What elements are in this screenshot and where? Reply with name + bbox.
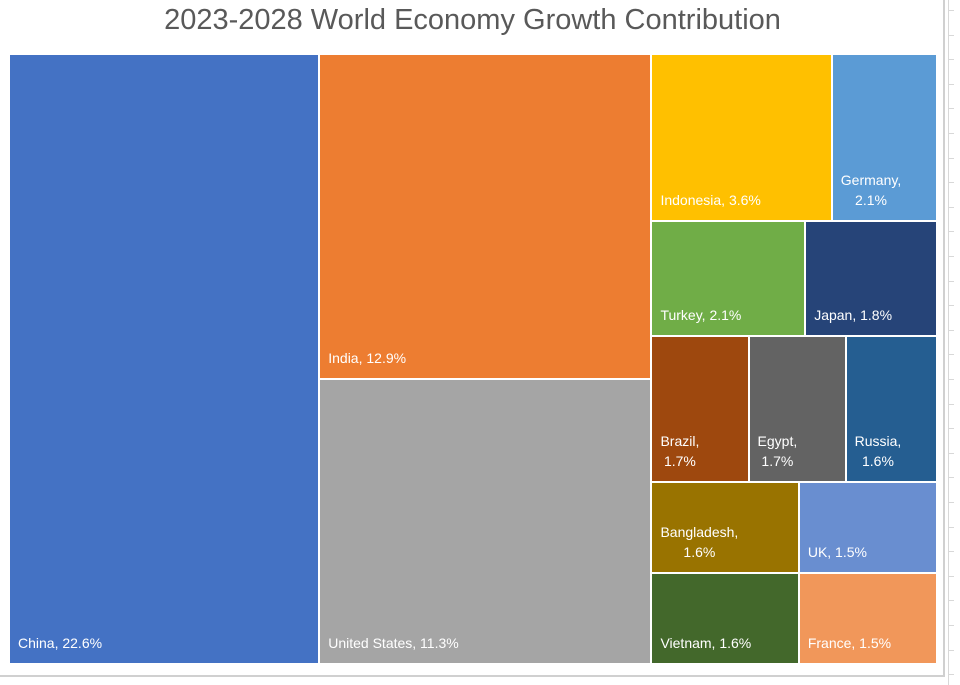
gutter-tick — [949, 551, 954, 552]
chart-title: 2023-2028 World Economy Growth Contribut… — [164, 4, 781, 36]
tile-label-line1: UK, 1.5% — [807, 544, 867, 561]
tile-label-line1: China, 22.6% — [18, 635, 103, 651]
gutter-tick — [949, 650, 954, 651]
tile-label-line1: Brazil, — [660, 433, 700, 450]
gutter-tick — [949, 256, 954, 257]
tile-label-line2: 1.7% — [663, 453, 696, 470]
tile-label-line2: 1.6% — [862, 453, 894, 470]
tile-japan[interactable]: Japan, 1.8% — [805, 221, 937, 336]
tile-turkey[interactable]: Turkey, 2.1% — [651, 221, 806, 336]
tile-label-line1: Vietnam, 1.6% — [660, 634, 752, 651]
tile-label-uk: UK, 1.5% — [808, 542, 867, 562]
gutter-tick — [949, 600, 954, 601]
tile-label-turkey: Turkey, 2.1% — [660, 305, 741, 325]
tile-uk[interactable]: UK, 1.5% — [798, 482, 937, 574]
gutter-tick — [949, 133, 954, 134]
gutter-tick — [949, 625, 954, 626]
gutter-tick — [949, 182, 954, 183]
gutter-tick — [949, 379, 954, 380]
gutter-tick — [949, 428, 954, 429]
gutter-line — [948, 0, 949, 685]
tile-label-line2: 1.7% — [761, 453, 794, 470]
tile-label-indonesia: Indonesia, 3.6% — [660, 190, 760, 210]
tile-label-bangladesh: Bangladesh, 1.6% — [660, 522, 738, 562]
tile-indonesia[interactable]: Indonesia, 3.6% — [651, 54, 832, 222]
tile-label-vietnam: Vietnam, 1.6% — [660, 633, 751, 653]
treemap-plot: China, 22.6% India, 12.9% United States, 1… — [9, 54, 937, 664]
tile-label-line1: United States, 11.3% — [328, 634, 459, 651]
gutter-tick — [949, 576, 954, 577]
gutter-tick — [949, 305, 954, 306]
gutter-tick — [949, 674, 954, 675]
tile-label-france: France, 1.5% — [808, 633, 891, 653]
gutter-tick — [949, 84, 954, 85]
tile-egypt[interactable]: Egypt, 1.7% — [748, 335, 846, 483]
tile-brazil[interactable]: Brazil, 1.7% — [651, 335, 749, 483]
tile-united-states[interactable]: United States, 11.3% — [319, 379, 652, 664]
tile-label-russia: Russia, 1.6% — [855, 431, 902, 471]
gutter-tick — [949, 281, 954, 282]
gutter-tick — [949, 158, 954, 159]
tile-bangladesh[interactable]: Bangladesh, 1.6% — [651, 482, 799, 574]
tile-label-india: India, 12.9% — [328, 348, 406, 368]
gutter-tick — [949, 453, 954, 454]
tile-label-united-states: United States, 11.3% — [328, 633, 458, 653]
tile-germany[interactable]: Germany, 2.1% — [831, 54, 937, 222]
tile-label-line1: France, 1.5% — [807, 634, 892, 651]
tile-china[interactable]: China, 22.6% — [9, 54, 320, 664]
tile-france[interactable]: France, 1.5% — [798, 573, 937, 664]
tile-label-line1: Turkey, 2.1% — [660, 306, 742, 323]
tile-label-line1: Indonesia, 3.6% — [660, 192, 761, 209]
gutter-tick — [949, 35, 954, 36]
gutter-tick — [949, 404, 954, 405]
tile-label-egypt: Egypt, 1.7% — [758, 431, 798, 471]
tile-label-line1: Germany, — [840, 172, 902, 189]
gutter-tick — [949, 59, 954, 60]
tile-label-germany: Germany, 2.1% — [841, 170, 901, 210]
gutter-tick — [949, 330, 954, 331]
tile-label-china: China, 22.6% — [18, 633, 102, 653]
gutter-tick — [949, 10, 954, 11]
tile-india[interactable]: India, 12.9% — [319, 54, 652, 380]
gutter-tick — [949, 527, 954, 528]
tile-vietnam[interactable]: Vietnam, 1.6% — [651, 573, 799, 664]
gutter-tick — [949, 502, 954, 503]
gutter-tick — [949, 108, 954, 109]
tile-label-japan: Japan, 1.8% — [814, 305, 892, 325]
tile-label-line1: India, 12.9% — [328, 350, 407, 367]
gutter-tick — [949, 231, 954, 232]
gutter-tick — [949, 354, 954, 355]
tile-label-line1: Russia, — [854, 433, 902, 450]
tile-label-line1: Japan, 1.8% — [814, 306, 893, 323]
gutter-tick — [949, 207, 954, 208]
tile-label-line2: 1.6% — [683, 544, 716, 561]
tile-label-line2: 2.1% — [855, 192, 887, 209]
chart-frame: 2023-2028 World Economy Growth Contribut… — [0, 0, 945, 677]
right-gutter — [948, 0, 960, 685]
gutter-tick — [949, 477, 954, 478]
tile-russia[interactable]: Russia, 1.6% — [845, 335, 937, 483]
tile-label-brazil: Brazil, 1.7% — [660, 431, 699, 471]
tile-label-line1: Bangladesh, — [660, 524, 739, 541]
tile-label-line1: Egypt, — [757, 433, 798, 450]
